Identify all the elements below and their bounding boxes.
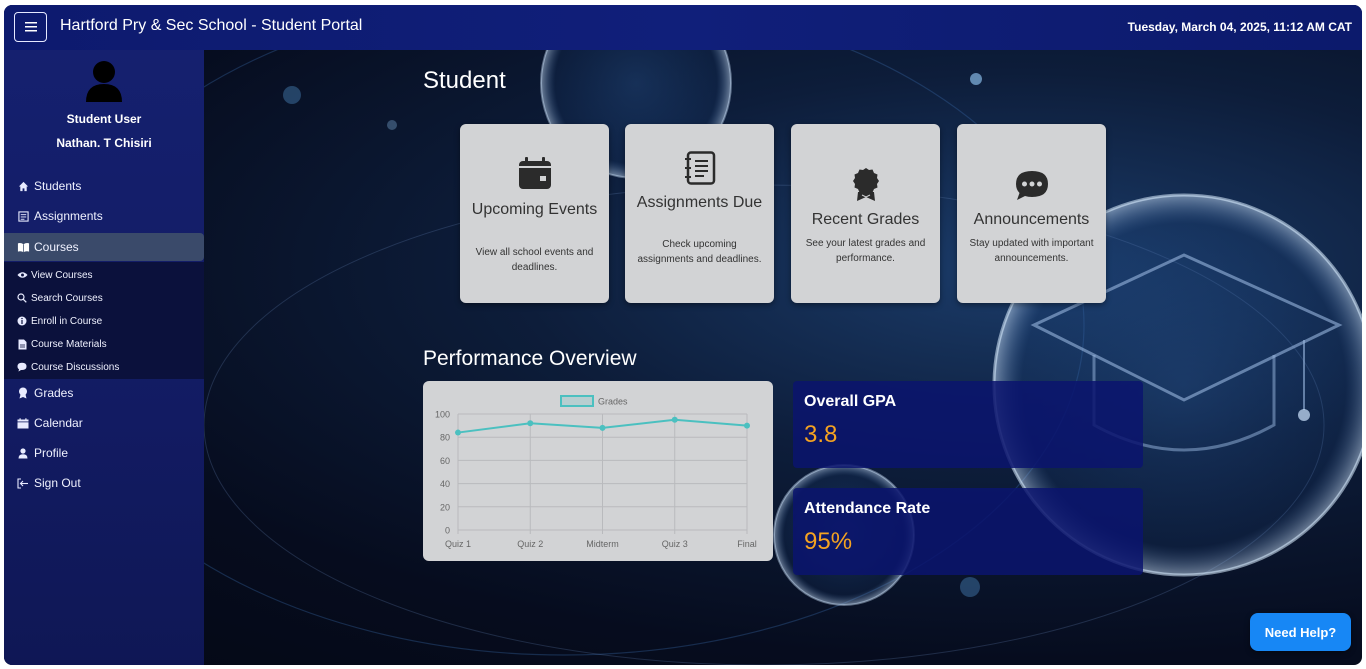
sidebar-item-label: Grades	[34, 386, 74, 400]
y-tick-label: 100	[435, 410, 450, 420]
eye-icon	[16, 269, 28, 281]
sidebar-item-label: Students	[34, 179, 82, 193]
sidebar: Student User Nathan. T Chisiri Students …	[4, 50, 204, 665]
sidebar-item-label: Calendar	[34, 416, 83, 430]
attendance-card: Attendance Rate 95%	[793, 488, 1143, 575]
sidebar-item-sign-out[interactable]: Sign Out	[4, 469, 204, 497]
sidebar-item-calendar[interactable]: Calendar	[4, 409, 204, 437]
y-tick-label: 0	[445, 526, 450, 536]
top-bar: Hartford Pry & Sec School - Student Port…	[4, 5, 1362, 50]
y-tick-label: 40	[440, 479, 450, 489]
data-point	[599, 424, 606, 431]
sidebar-item-profile[interactable]: Profile	[4, 439, 204, 467]
sign-out-icon	[16, 476, 30, 490]
data-point	[455, 429, 461, 436]
award-icon	[791, 167, 940, 201]
search-icon	[16, 292, 28, 304]
person-icon	[16, 446, 30, 460]
file-icon	[16, 338, 28, 350]
submenu-item-label: View Courses	[31, 269, 93, 281]
datetime-display: Tuesday, March 04, 2025, 11:12 AM CAT	[1127, 20, 1352, 34]
x-tick-label: Midterm	[586, 539, 619, 549]
sidebar-item-courses[interactable]: Courses	[4, 233, 204, 261]
card-upcoming-events[interactable]: Upcoming Events View all school events a…	[460, 124, 609, 303]
y-tick-label: 20	[440, 502, 450, 512]
menu-toggle-button[interactable]	[14, 12, 47, 42]
assignment-icon	[16, 209, 30, 223]
user-name: Nathan. T Chisiri	[56, 136, 152, 150]
attendance-value: 95%	[804, 528, 853, 555]
gpa-value: 3.8	[804, 421, 838, 448]
card-announcements[interactable]: Announcements Stay updated with importan…	[957, 124, 1106, 303]
section-title-performance: Performance Overview	[423, 347, 637, 370]
app-frame: Hartford Pry & Sec School - Student Port…	[4, 5, 1362, 665]
card-title: Upcoming Events	[471, 201, 598, 218]
home-icon	[16, 179, 30, 193]
sidebar-item-label: Courses	[34, 240, 79, 254]
data-point	[527, 420, 534, 427]
performance-chart-card: 0 20 40 60 80 100 Quiz 1 Quiz 2 Midterm Quiz 3 Fin…	[423, 381, 773, 561]
legend-label: Grades	[598, 397, 628, 407]
sidebar-item-label: Profile	[34, 446, 69, 460]
y-tick-label: 80	[440, 433, 450, 443]
x-tick-label: Final	[737, 539, 757, 549]
submenu-item-enroll[interactable]: Enroll in Course	[4, 310, 204, 332]
sidebar-item-label: Assignments	[34, 209, 103, 223]
info-icon	[16, 315, 28, 327]
hamburger-icon	[24, 19, 37, 35]
chat-dots-icon	[957, 170, 1106, 202]
y-tick-label: 60	[440, 456, 450, 466]
data-point	[671, 416, 678, 423]
courses-submenu: View Courses Search Courses Enroll in Co…	[4, 262, 204, 379]
calendar-icon	[16, 416, 30, 430]
card-title: Assignments Due	[636, 194, 763, 211]
submenu-item-discussions[interactable]: Course Discussions	[4, 356, 204, 378]
notebook-icon	[625, 151, 774, 185]
sidebar-item-students[interactable]: Students	[4, 172, 204, 200]
user-role: Student User	[66, 112, 142, 126]
card-title: Recent Grades	[811, 211, 920, 228]
card-recent-grades[interactable]: Recent Grades See your latest grades and…	[791, 124, 940, 303]
need-help-button[interactable]: Need Help?	[1250, 613, 1351, 651]
page-title: Student	[423, 67, 506, 94]
sidebar-item-assignments[interactable]: Assignments	[4, 202, 204, 230]
x-tick-label: Quiz 3	[662, 539, 688, 549]
attendance-label: Attendance Rate	[804, 500, 931, 517]
sidebar-item-label: Sign Out	[34, 476, 81, 490]
app-title: Hartford Pry & Sec School - Student Port…	[60, 17, 363, 34]
award-icon	[16, 386, 30, 400]
submenu-item-label: Enroll in Course	[31, 315, 103, 327]
submenu-item-materials[interactable]: Course Materials	[4, 333, 204, 355]
sidebar-item-grades[interactable]: Grades	[4, 379, 204, 407]
legend-swatch	[560, 395, 594, 407]
card-assignments-due[interactable]: Assignments Due Check upcoming assignmen…	[625, 124, 774, 303]
submenu-item-label: Search Courses	[31, 292, 103, 304]
gpa-card: Overall GPA 3.8	[793, 381, 1143, 468]
background-art	[43, 5, 1362, 665]
chat-icon	[16, 361, 28, 373]
book-icon	[16, 240, 30, 254]
submenu-item-label: Course Materials	[31, 338, 107, 350]
gpa-label: Overall GPA	[804, 393, 897, 410]
calendar-icon	[460, 157, 609, 190]
card-title: Announcements	[973, 211, 1090, 228]
x-tick-label: Quiz 1	[445, 539, 471, 549]
card-description: View all school events and deadlines.	[475, 247, 594, 273]
submenu-item-label: Course Discussions	[31, 361, 120, 373]
submenu-item-view-courses[interactable]: View Courses	[4, 264, 204, 286]
card-description: Check upcoming assignments and deadlines…	[637, 239, 762, 265]
submenu-item-search-courses[interactable]: Search Courses	[4, 287, 204, 309]
card-description: Stay updated with important announcement…	[969, 238, 1094, 264]
x-tick-label: Quiz 2	[517, 539, 543, 549]
data-point	[744, 422, 750, 429]
card-description: See your latest grades and performance.	[805, 238, 926, 264]
avatar	[84, 60, 124, 102]
performance-chart: 0 20 40 60 80 100 Quiz 1 Quiz 2 Midterm Quiz 3 Fin…	[435, 395, 757, 549]
